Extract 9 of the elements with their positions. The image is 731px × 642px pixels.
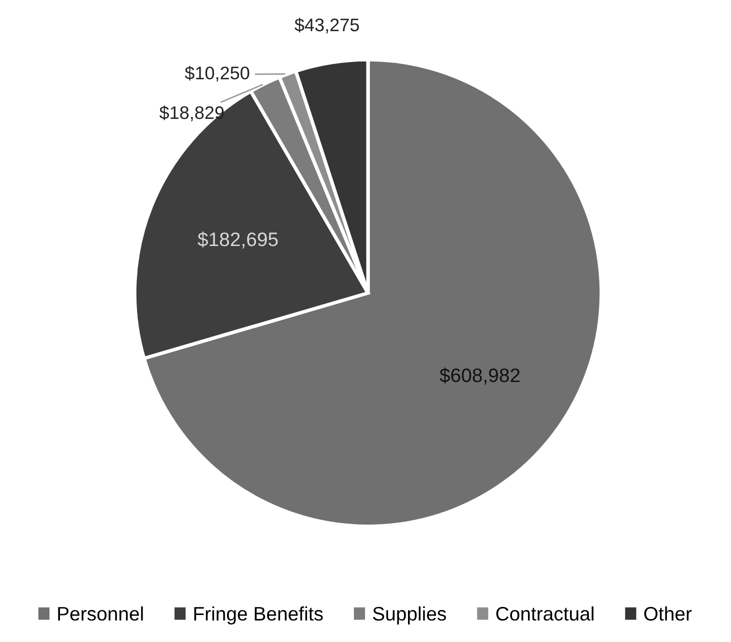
data-label: $43,275 [294,18,359,34]
legend-label: Other [644,606,692,621]
data-label: $182,695 [198,232,278,249]
data-label: $608,982 [440,368,520,385]
data-label: $10,250 [184,66,250,82]
legend-label: Personnel [58,606,143,621]
legend-label: Contractual [496,606,594,621]
legend-label: Fringe Benefits [194,606,323,624]
legend-label: Supplies [372,606,446,624]
